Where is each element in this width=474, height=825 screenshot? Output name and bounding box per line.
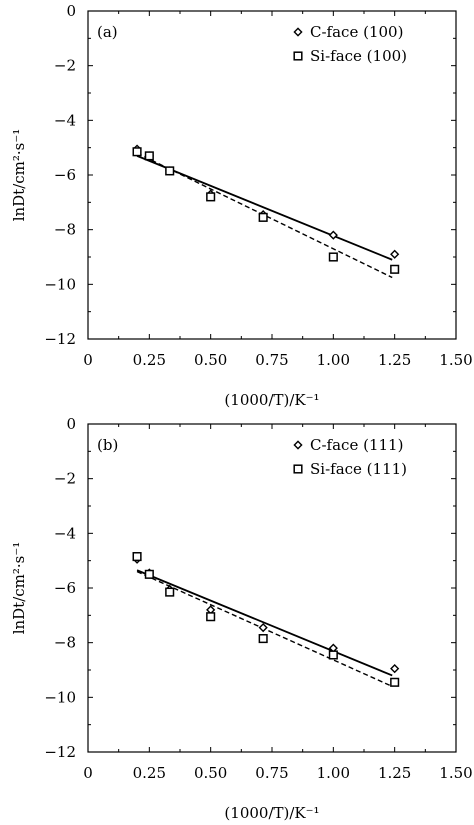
x-axis-label: (1000/T)/K⁻¹ xyxy=(224,391,319,409)
y-tick-label: −8 xyxy=(54,634,76,652)
fit-line-diamond xyxy=(136,155,393,261)
x-tick-label: 0.50 xyxy=(194,351,227,369)
x-tick-label: 1.50 xyxy=(439,764,472,782)
x-tick-label: 0.25 xyxy=(133,351,166,369)
y-tick-label: −4 xyxy=(54,111,76,129)
y-tick-label: 0 xyxy=(66,415,76,433)
x-tick-label: 1.00 xyxy=(317,351,350,369)
fit-line-diamond xyxy=(136,569,393,677)
y-axis-label: lnDt/cm²·s⁻¹ xyxy=(10,542,28,635)
legend-marker-diamond xyxy=(293,27,303,37)
chart-panel-b: 0 0.25 0.50 0.75 1.00 1.25 1.50 0 −2 −4 −6 −8 −10 −12… xyxy=(0,413,474,825)
data-point-square xyxy=(165,166,175,176)
y-tick-label: −10 xyxy=(44,688,76,706)
x-tick-label: 1.25 xyxy=(378,764,411,782)
x-tick-label: 0.75 xyxy=(255,351,288,369)
data-point-square xyxy=(132,552,142,562)
y-tick-label: −6 xyxy=(54,166,76,184)
legend-label: C-face (100) xyxy=(310,23,403,41)
x-tick-label: 1.00 xyxy=(317,764,350,782)
data-point-square xyxy=(206,612,216,622)
data-point-diamond xyxy=(258,623,268,633)
y-tick-label: −2 xyxy=(54,57,76,75)
data-point-diamond xyxy=(390,664,400,674)
y-tick-label: −8 xyxy=(54,221,76,239)
legend-marker-square xyxy=(293,464,303,474)
y-tick-label: −12 xyxy=(44,743,76,761)
data-point-square xyxy=(328,252,338,262)
data-point-square xyxy=(132,147,142,157)
x-tick-label: 0.75 xyxy=(255,764,288,782)
data-point-square xyxy=(258,634,268,644)
data-point-square xyxy=(258,212,268,222)
panel-label: (b) xyxy=(97,436,118,454)
data-point-square xyxy=(206,192,216,202)
x-tick-label: 0 xyxy=(83,764,93,782)
chart-panel-a: 0 0.25 0.50 0.75 1.00 1.25 1.50 0 −2 −4 −6 −8 −10 −12… xyxy=(0,0,474,412)
y-tick-label: −6 xyxy=(54,579,76,597)
y-tick-label: −10 xyxy=(44,275,76,293)
data-point-square xyxy=(165,587,175,597)
data-point-diamond xyxy=(390,249,400,259)
y-tick-label: −4 xyxy=(54,524,76,542)
data-point-square xyxy=(144,569,154,579)
y-axis-label: lnDt/cm²·s⁻¹ xyxy=(10,129,28,222)
legend-marker-diamond xyxy=(293,440,303,450)
x-tick-label: 1.25 xyxy=(378,351,411,369)
panel-label: (a) xyxy=(97,23,118,41)
fit-line-square xyxy=(136,152,393,279)
data-point-square xyxy=(390,677,400,687)
x-tick-label: 0.50 xyxy=(194,764,227,782)
data-point-square xyxy=(328,650,338,660)
data-point-square xyxy=(390,264,400,274)
data-point-square xyxy=(144,151,154,161)
legend-label: Si-face (100) xyxy=(310,47,407,65)
x-tick-label: 0 xyxy=(83,351,93,369)
legend-label: Si-face (111) xyxy=(310,460,407,478)
legend-marker-square xyxy=(293,51,303,61)
data-point-diamond xyxy=(328,230,338,240)
y-tick-label: −12 xyxy=(44,330,76,348)
x-axis-label: (1000/T)/K⁻¹ xyxy=(224,804,319,822)
y-tick-label: −2 xyxy=(54,470,76,488)
x-tick-label: 1.50 xyxy=(439,351,472,369)
chart-a-svg: 0 0.25 0.50 0.75 1.00 1.25 1.50 0 −2 −4 −6 −8 −10 −12… xyxy=(10,2,473,409)
x-tick-label: 0.25 xyxy=(133,764,166,782)
y-tick-label: 0 xyxy=(66,2,76,20)
chart-b-svg: 0 0.25 0.50 0.75 1.00 1.25 1.50 0 −2 −4 −6 −8 −10 −12… xyxy=(10,415,473,822)
legend-label: C-face (111) xyxy=(310,436,403,454)
